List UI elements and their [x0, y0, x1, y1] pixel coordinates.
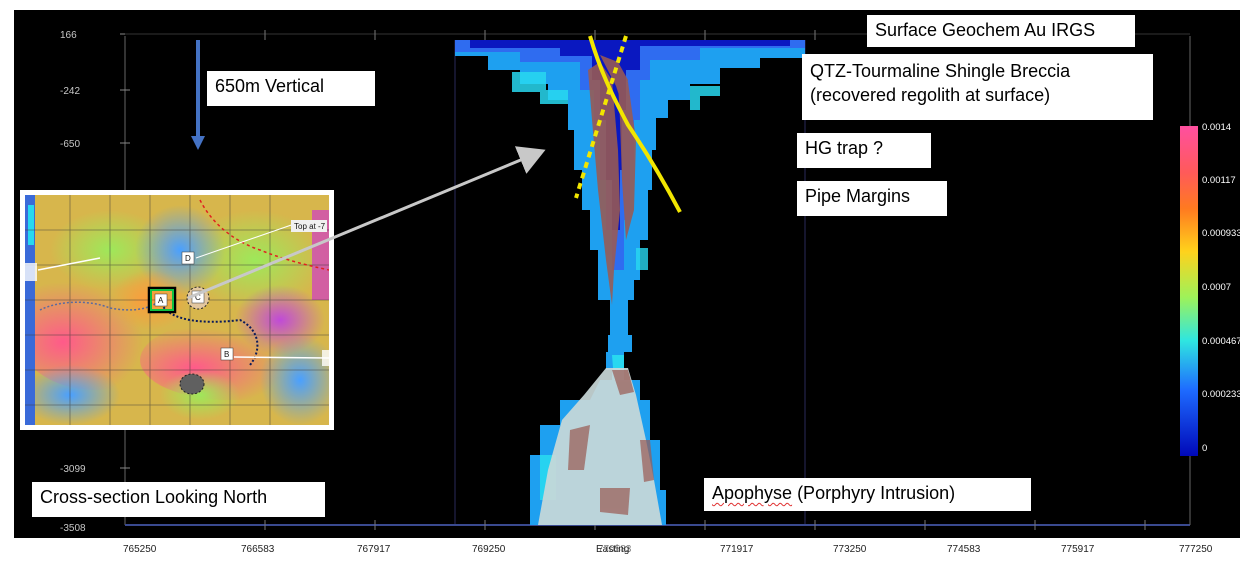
x-tick-label: 774583 — [947, 544, 981, 555]
colorbar-label: 0 — [1202, 443, 1207, 454]
colorbar-label: 0.0014 — [1202, 122, 1231, 133]
hg-trap-note: HG trap ? — [797, 133, 931, 168]
target-label-d: D — [185, 254, 191, 263]
y-tick-label: 166 — [60, 30, 77, 41]
colorbar-label: 0.00117 — [1202, 175, 1236, 186]
colorbar: 0.0014 0.00117 0.000933 0.0007 0.000467 … — [1180, 122, 1242, 456]
target-label-b: B — [224, 350, 229, 359]
y-tick-label: -650 — [60, 139, 80, 150]
x-tick-label: 773250 — [833, 544, 867, 555]
apophyse-note: Apophyse (Porphyry Intrusion) — [704, 478, 1031, 511]
x-tick-label: 771917 — [720, 544, 754, 555]
target-label-c: C — [195, 293, 201, 302]
y-tick-label: -242 — [60, 86, 80, 97]
surface-geochem-line — [588, 35, 682, 213]
colorbar-label: 0.000233 — [1202, 389, 1242, 400]
pipe-margins-text: Pipe Margins — [805, 186, 911, 206]
apophyse-rest-text: (Porphyry Intrusion) — [792, 483, 956, 503]
colorbar-label: 0.0007 — [1202, 282, 1231, 293]
x-axis: 765250 766583 767917 769250 Easting 7705… — [123, 544, 1213, 555]
colorbar-label: 0.000933 — [1202, 228, 1242, 239]
breccia-note: QTZ-Tourmaline Shingle Breccia (recovere… — [802, 54, 1153, 120]
vertical-arrow — [191, 40, 205, 150]
x-tick-label: 769250 — [472, 544, 506, 555]
x-tick-label: 770583 — [598, 544, 632, 555]
colorbar-gradient — [1180, 126, 1198, 456]
y-tick-label: -3099 — [60, 464, 86, 475]
surface-geochem-note: Surface Geochem Au IRGS — [867, 15, 1135, 47]
surface-geochem-text: Surface Geochem Au IRGS — [875, 20, 1096, 40]
breccia-text: QTZ-Tourmaline Shingle Breccia (recovere… — [810, 61, 1071, 105]
intrusion-brown-patches — [568, 370, 654, 515]
vertical-scale-note: 650m Vertical — [207, 71, 375, 106]
location-pointer-arrow — [187, 146, 546, 300]
apophyse-underlined-text: Apophyse — [712, 483, 793, 503]
target-label-a: A — [158, 296, 164, 305]
vertical-scale-text: 650m Vertical — [215, 76, 325, 96]
pipe-margins-note: Pipe Margins — [797, 181, 947, 216]
cross-section-note: Cross-section Looking North — [32, 482, 325, 517]
x-axis-strip — [0, 538, 1258, 561]
colorbar-label: 0.000467 — [1202, 336, 1242, 347]
x-tick-label: 765250 — [123, 544, 157, 555]
hg-trap-text: HG trap ? — [805, 138, 884, 158]
x-tick-label: 767917 — [357, 544, 391, 555]
porphyry-intrusion — [538, 368, 662, 525]
y-tick-label: -3508 — [60, 523, 86, 534]
plan-view-inset: Top at -7 D A C B — [20, 190, 334, 430]
x-tick-label: 775917 — [1061, 544, 1095, 555]
x-tick-label: 777250 — [1179, 544, 1213, 555]
cross-section-text: Cross-section Looking North — [40, 487, 268, 507]
breccia-bodies — [588, 55, 636, 305]
inset-top-label: Top at -7 — [294, 222, 326, 231]
x-axis-title: Easting — [596, 544, 629, 555]
x-tick-label: 766583 — [241, 544, 275, 555]
